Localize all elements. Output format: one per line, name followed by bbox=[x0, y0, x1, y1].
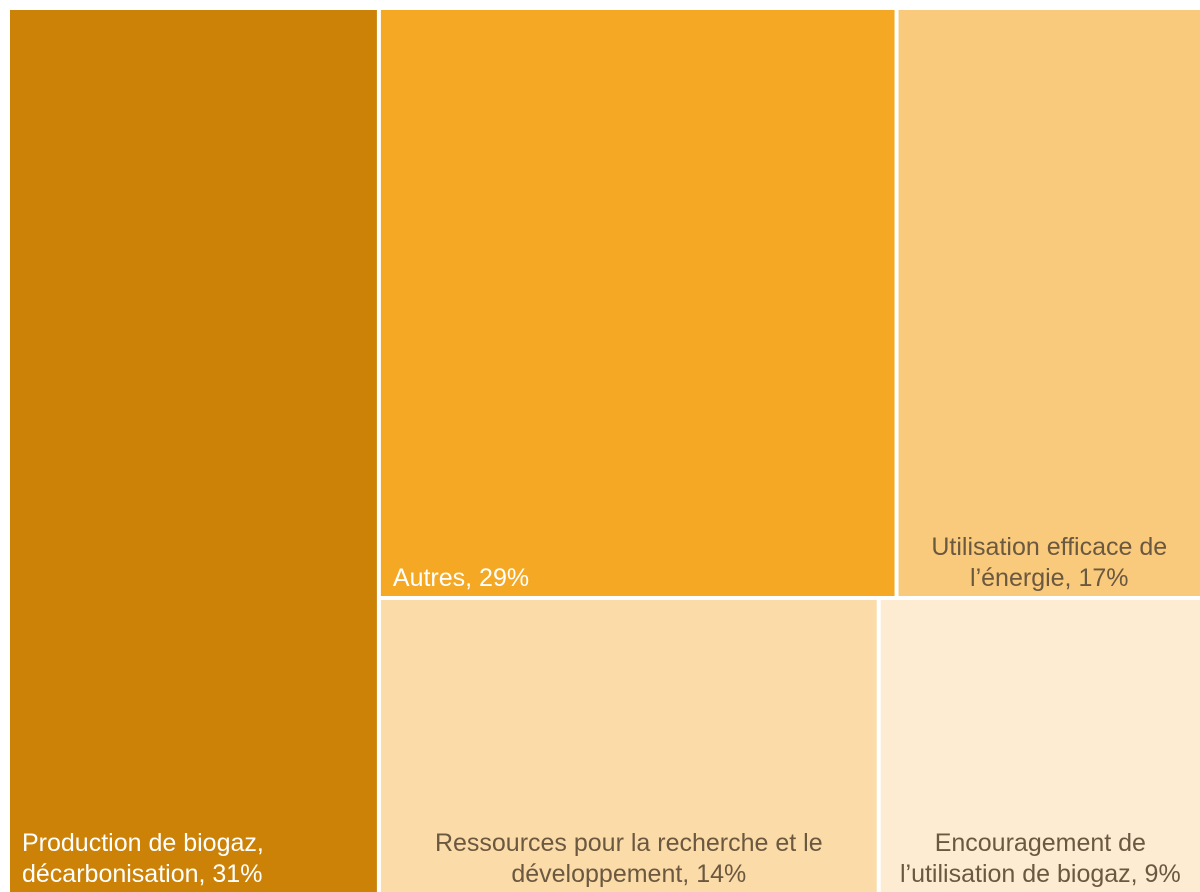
tile-label: Encouragement de l’utilisation de biogaz… bbox=[899, 829, 1181, 888]
treemap-tile bbox=[880, 600, 1200, 892]
treemap-tile bbox=[380, 600, 877, 892]
treemap-tile bbox=[898, 10, 1200, 596]
tile-label-box: Production de biogaz, décarbonisation, 3… bbox=[22, 829, 264, 888]
treemap-tile bbox=[380, 10, 895, 596]
tile-label-box: Utilisation efficace de l’énergie, 17% bbox=[931, 533, 1168, 592]
tile-label-box: Autres, 29% bbox=[392, 564, 530, 592]
treemap-tile bbox=[10, 10, 377, 892]
tile-label: Production de biogaz, décarbonisation, 3… bbox=[22, 829, 264, 888]
tile-label-box: Ressources pour la recherche et le dével… bbox=[434, 829, 823, 888]
tile-label: Autres, 29% bbox=[392, 564, 530, 592]
tile-label: Utilisation efficace de l’énergie, 17% bbox=[931, 533, 1168, 592]
tile-label: Ressources pour la recherche et le dével… bbox=[434, 829, 823, 888]
tile-label-box: Encouragement de l’utilisation de biogaz… bbox=[899, 829, 1181, 888]
